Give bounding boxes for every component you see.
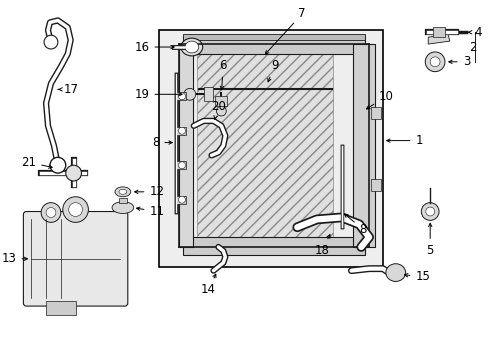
Text: 17: 17	[58, 83, 79, 96]
Text: 6: 6	[219, 59, 226, 90]
Text: 8: 8	[344, 214, 366, 236]
Text: 8: 8	[152, 136, 172, 149]
Bar	[176, 92, 185, 100]
Text: 10: 10	[366, 90, 393, 109]
Bar	[196, 52, 332, 239]
Bar	[119, 198, 126, 203]
Bar	[215, 96, 227, 106]
Ellipse shape	[385, 264, 405, 282]
Circle shape	[65, 165, 81, 181]
Polygon shape	[427, 34, 449, 44]
Circle shape	[425, 52, 444, 72]
Text: 12: 12	[134, 185, 164, 198]
Circle shape	[421, 203, 438, 220]
Bar	[183, 34, 365, 40]
Circle shape	[216, 106, 226, 116]
Text: 16: 16	[134, 41, 174, 54]
Bar	[370, 107, 380, 119]
Text: 15: 15	[404, 270, 429, 283]
Ellipse shape	[181, 38, 202, 56]
Bar	[46, 301, 76, 315]
Bar	[183, 36, 365, 54]
Text: 20: 20	[210, 100, 225, 119]
Text: 3: 3	[448, 55, 469, 68]
Circle shape	[183, 89, 195, 100]
Text: 18: 18	[314, 235, 329, 257]
Bar	[432, 27, 444, 37]
Ellipse shape	[184, 41, 198, 53]
Text: 11: 11	[136, 205, 164, 218]
Text: 14: 14	[201, 274, 216, 296]
Bar	[159, 30, 382, 267]
Ellipse shape	[112, 202, 133, 213]
Ellipse shape	[119, 189, 126, 194]
FancyBboxPatch shape	[23, 212, 127, 306]
Bar	[176, 127, 185, 135]
Circle shape	[50, 157, 65, 173]
Text: 5: 5	[426, 223, 433, 257]
Bar	[353, 44, 374, 247]
Ellipse shape	[115, 187, 130, 197]
Circle shape	[178, 93, 185, 100]
Bar	[183, 237, 365, 255]
Circle shape	[425, 207, 434, 216]
Text: 19: 19	[134, 88, 182, 101]
Circle shape	[62, 197, 88, 222]
Bar	[176, 161, 185, 169]
Bar	[176, 196, 185, 204]
Text: 9: 9	[267, 59, 278, 82]
Text: 7: 7	[265, 8, 305, 54]
Text: 13: 13	[1, 252, 27, 265]
Circle shape	[178, 127, 185, 134]
Text: 4: 4	[468, 26, 481, 39]
Text: 1: 1	[386, 134, 422, 147]
Bar	[203, 87, 213, 101]
Circle shape	[429, 57, 439, 67]
Circle shape	[46, 208, 56, 217]
Circle shape	[44, 35, 58, 49]
Bar	[179, 44, 192, 247]
Circle shape	[178, 196, 185, 203]
Circle shape	[41, 203, 61, 222]
Text: 21: 21	[21, 156, 52, 169]
Bar	[370, 179, 380, 191]
Text: 2: 2	[468, 41, 476, 54]
Circle shape	[68, 203, 82, 216]
Circle shape	[178, 162, 185, 169]
